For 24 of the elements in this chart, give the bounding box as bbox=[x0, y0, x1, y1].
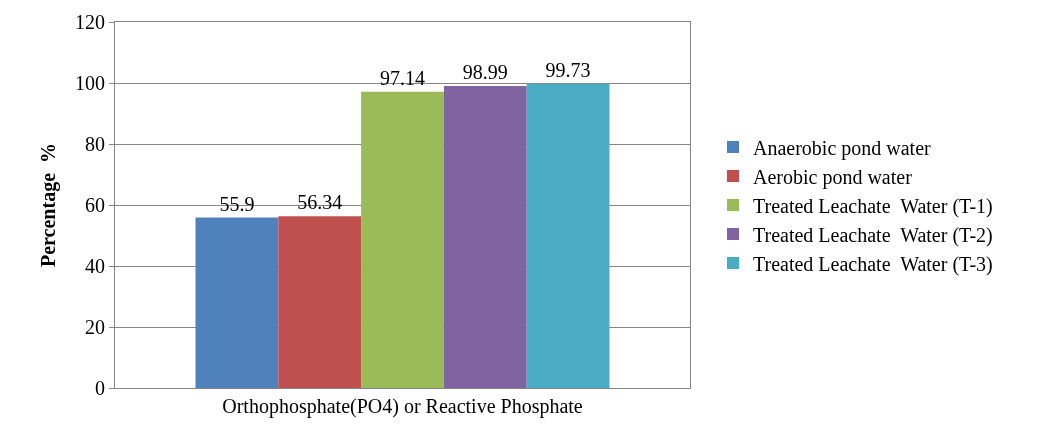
legend-label: Aerobic pond water bbox=[753, 165, 913, 189]
y-tick-label: 60 bbox=[85, 194, 105, 216]
bar bbox=[443, 86, 527, 388]
bar bbox=[278, 216, 362, 388]
y-tick-label: 20 bbox=[85, 316, 105, 338]
legend-label: Treated Leachate Water (T-3) bbox=[753, 252, 993, 276]
y-tick-label: 80 bbox=[85, 133, 105, 155]
y-tick-label: 40 bbox=[85, 255, 105, 277]
x-tick-label: Orthophosphate(PO4) or Reactive Phosphate bbox=[222, 395, 583, 418]
data-label: 99.73 bbox=[545, 58, 591, 81]
y-axis-title: Percentage % bbox=[36, 142, 60, 268]
data-label: 56.34 bbox=[297, 191, 343, 214]
legend-label: Anaerobic pond water bbox=[753, 136, 932, 160]
bar bbox=[361, 91, 444, 388]
data-label: 97.14 bbox=[380, 66, 425, 89]
y-tick-label: 100 bbox=[75, 72, 105, 94]
bar bbox=[526, 83, 610, 388]
bar bbox=[195, 217, 279, 388]
data-label: 55.9 bbox=[219, 192, 255, 215]
data-label: 98.99 bbox=[462, 61, 508, 84]
y-tick-label: 120 bbox=[75, 11, 105, 33]
legend-label: Treated Leachate Water (T-2) bbox=[753, 223, 993, 247]
y-tick-label: 0 bbox=[95, 377, 105, 399]
legend-label: Treated Leachate Water (T-1) bbox=[753, 194, 993, 218]
